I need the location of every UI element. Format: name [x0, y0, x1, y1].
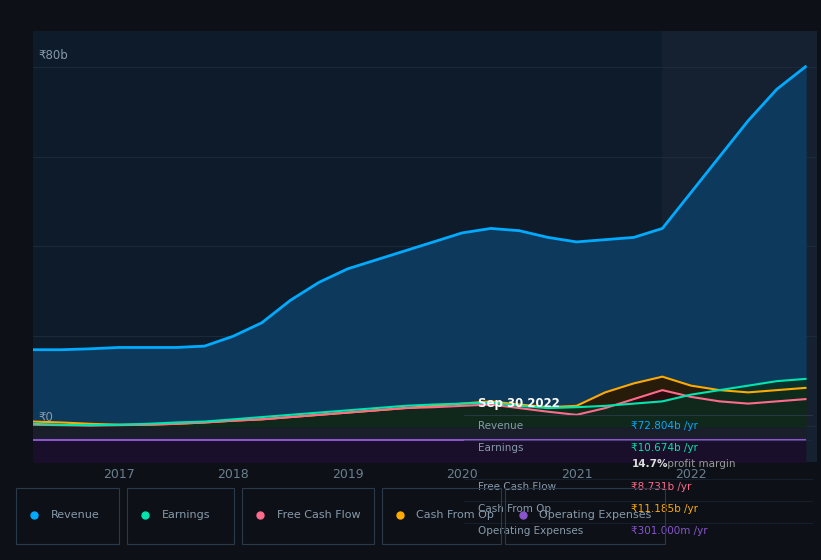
Bar	[127, 488, 234, 544]
Text: Cash From Op: Cash From Op	[478, 504, 551, 514]
Text: 14.7%: 14.7%	[631, 459, 667, 469]
Text: ₹8.731b /yr: ₹8.731b /yr	[631, 482, 692, 492]
Text: Operating Expenses: Operating Expenses	[478, 526, 583, 536]
Text: Cash From Op: Cash From Op	[416, 510, 494, 520]
Bar	[382, 488, 501, 544]
Text: profit margin: profit margin	[664, 459, 736, 469]
Bar	[663, 31, 817, 462]
Text: Revenue: Revenue	[478, 421, 523, 431]
Bar	[242, 488, 374, 544]
Text: ₹10.674b /yr: ₹10.674b /yr	[631, 444, 698, 454]
Text: Earnings: Earnings	[162, 510, 210, 520]
Text: Operating Expenses: Operating Expenses	[539, 510, 652, 520]
Text: Earnings: Earnings	[478, 444, 523, 454]
Text: ₹301.000m /yr: ₹301.000m /yr	[631, 526, 708, 536]
Text: ₹11.185b /yr: ₹11.185b /yr	[631, 504, 699, 514]
Text: ₹0: ₹0	[39, 411, 53, 424]
Text: ₹80b: ₹80b	[39, 49, 68, 62]
Bar	[505, 488, 665, 544]
Text: Free Cash Flow: Free Cash Flow	[478, 482, 556, 492]
Text: Revenue: Revenue	[51, 510, 99, 520]
Text: Free Cash Flow: Free Cash Flow	[277, 510, 360, 520]
Text: ₹72.804b /yr: ₹72.804b /yr	[631, 421, 698, 431]
Text: Sep 30 2022: Sep 30 2022	[478, 397, 560, 410]
Bar	[16, 488, 119, 544]
